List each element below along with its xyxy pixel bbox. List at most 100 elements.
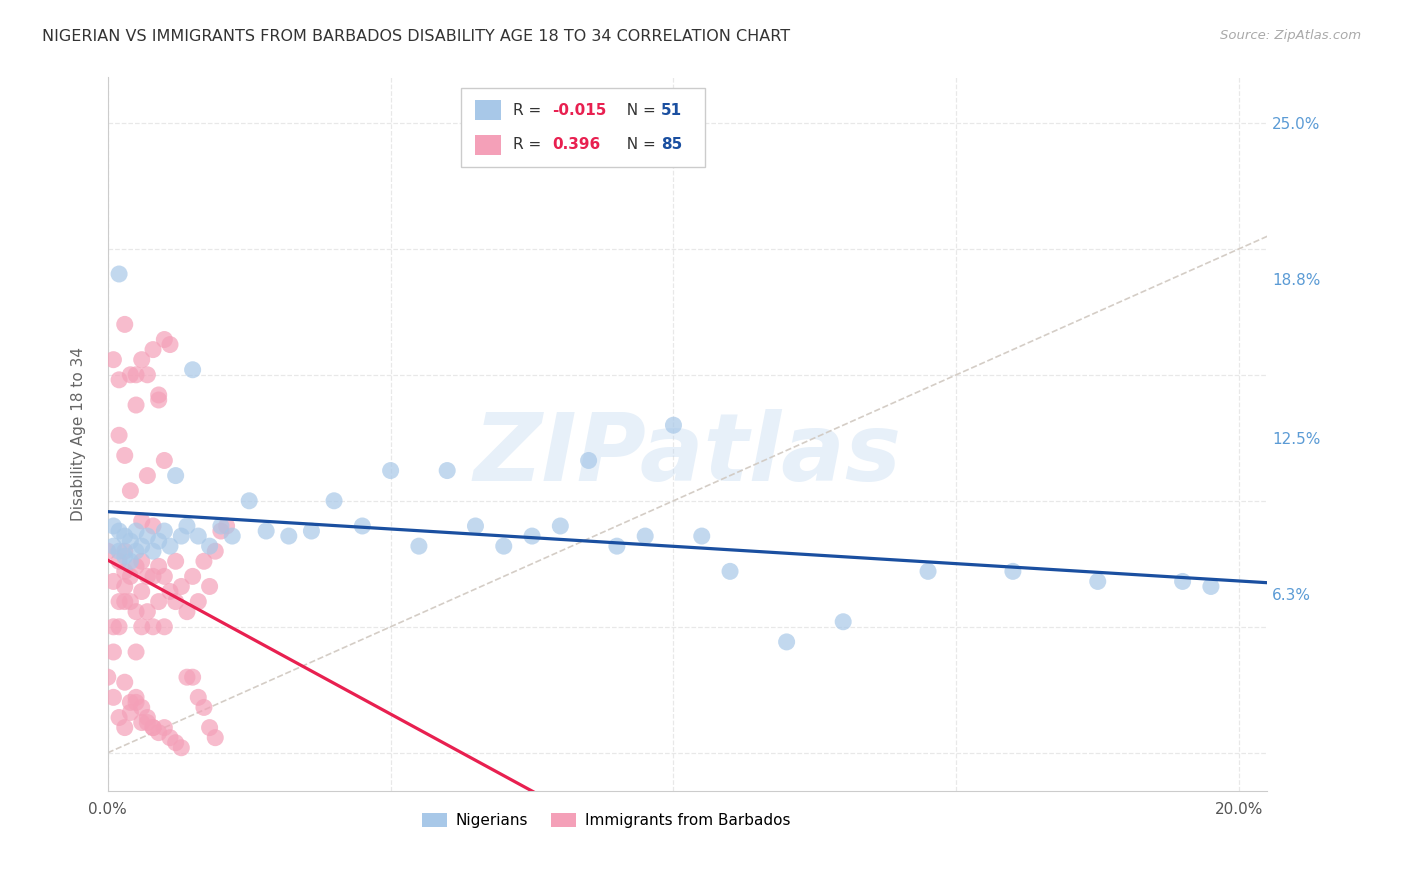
Point [136, 468, 159, 483]
Point [131, 554, 153, 568]
Point [125, 559, 148, 574]
Point [181, 363, 204, 377]
Point [165, 554, 187, 568]
Point [148, 725, 170, 739]
Point [187, 690, 209, 705]
Point [114, 579, 136, 593]
Point [125, 695, 148, 709]
Point [176, 670, 198, 684]
Point [464, 519, 486, 533]
Point [114, 721, 136, 735]
Point [170, 740, 193, 755]
Point [103, 690, 125, 705]
Point [114, 549, 136, 564]
Point [193, 700, 215, 714]
Point [142, 569, 165, 583]
Point [120, 594, 142, 608]
Point [181, 670, 204, 684]
Point [125, 690, 148, 705]
Point [165, 468, 187, 483]
Point [114, 449, 136, 463]
Point [221, 529, 243, 543]
Point [662, 418, 685, 433]
Point [114, 529, 136, 543]
Point [176, 519, 198, 533]
Point [1001, 565, 1024, 579]
Point [142, 343, 165, 357]
Point [120, 368, 142, 382]
Point [136, 368, 159, 382]
Point [1087, 574, 1109, 589]
Point [131, 539, 153, 553]
Point [108, 373, 131, 387]
Point [120, 569, 142, 583]
Point [492, 539, 515, 553]
Point [277, 529, 299, 543]
Point [215, 519, 238, 533]
Point [198, 539, 221, 553]
Point [131, 352, 153, 367]
Text: 85: 85 [661, 137, 682, 153]
Point [108, 544, 131, 558]
Point [125, 368, 148, 382]
Point [120, 706, 142, 720]
Point [153, 569, 176, 583]
Point [550, 519, 572, 533]
Point [165, 594, 187, 608]
Point [114, 565, 136, 579]
Point [1199, 579, 1222, 593]
Point [153, 453, 176, 467]
Point [1171, 574, 1194, 589]
Point [142, 544, 165, 558]
Point [299, 524, 322, 538]
Point [103, 539, 125, 553]
Point [131, 620, 153, 634]
Point [153, 620, 176, 634]
Point [148, 594, 170, 608]
FancyBboxPatch shape [461, 88, 704, 167]
Point [108, 710, 131, 724]
Point [125, 645, 148, 659]
Point [323, 493, 346, 508]
Point [148, 534, 170, 549]
Point [209, 519, 232, 533]
Point [209, 524, 232, 538]
Point [148, 388, 170, 402]
Point [170, 579, 193, 593]
Point [108, 428, 131, 442]
Point [131, 715, 153, 730]
Point [136, 710, 159, 724]
Point [125, 605, 148, 619]
Point [108, 594, 131, 608]
Point [120, 695, 142, 709]
Point [148, 392, 170, 407]
Point [97, 544, 120, 558]
Point [114, 594, 136, 608]
Point [159, 337, 181, 351]
Text: N =: N = [617, 137, 661, 153]
Point [238, 493, 260, 508]
Point [125, 544, 148, 558]
Point [917, 565, 939, 579]
Point [114, 675, 136, 690]
Point [181, 569, 204, 583]
Text: 51: 51 [661, 103, 682, 118]
Point [103, 519, 125, 533]
Point [193, 554, 215, 568]
Point [142, 721, 165, 735]
Point [136, 529, 159, 543]
Point [97, 670, 120, 684]
Point [606, 539, 628, 553]
Point [153, 333, 176, 347]
Point [254, 524, 277, 538]
Text: ZIPatlas: ZIPatlas [474, 409, 901, 501]
Text: R =: R = [513, 137, 546, 153]
Point [142, 721, 165, 735]
Point [131, 584, 153, 599]
Point [148, 559, 170, 574]
Point [775, 635, 797, 649]
Point [198, 579, 221, 593]
Point [103, 620, 125, 634]
Point [176, 605, 198, 619]
Bar [475, 135, 501, 154]
